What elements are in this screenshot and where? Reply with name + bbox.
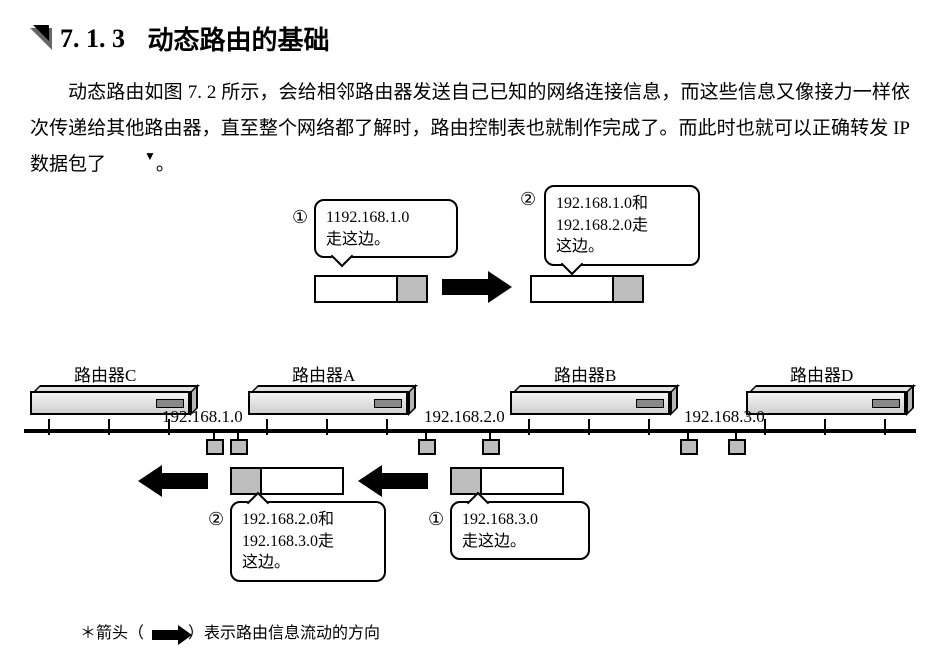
host-node-icon <box>728 439 746 455</box>
section-heading: 7. 1. 3 动态路由的基础 <box>30 20 910 57</box>
router-d-icon <box>746 391 906 421</box>
packet-icon-bot-right <box>450 467 564 495</box>
packet-icon-bot-left <box>230 467 344 495</box>
footnote-prefix: ＊箭头（ <box>80 625 144 642</box>
heading-marker-icon <box>30 28 52 50</box>
arrow-left-icon <box>158 473 208 489</box>
packet-icon-top-left <box>314 275 428 303</box>
host-node-icon <box>206 439 224 455</box>
packet-icon-top-right <box>530 275 644 303</box>
step-number-1-bot: ① <box>428 509 444 530</box>
arrow-right-icon <box>442 279 492 295</box>
arrow-right-icon <box>152 630 180 640</box>
paragraph-text: 动态路由如图 7. 2 所示，会给相邻路由器发送自己已知的网络连接信息，而这些信… <box>30 82 910 175</box>
balloon-bot-left-text: 192.168.2.0和 192.168.3.0走 这边。 <box>242 511 334 571</box>
balloon-bot-left: 192.168.2.0和 192.168.3.0走 这边。 <box>230 501 386 582</box>
balloon-bot-right-text: 192.168.3.0 走这边。 <box>462 511 538 550</box>
router-label-c: 路由器C <box>74 361 136 386</box>
router-label-b: 路由器B <box>554 361 616 386</box>
router-label-d: 路由器D <box>790 361 853 386</box>
step-number-1-top: ① <box>292 207 308 228</box>
balloon-top-right-text: 192.168.1.0和 192.168.2.0走 这边。 <box>556 195 648 255</box>
step-number-2-bot: ② <box>208 509 224 530</box>
balloon-top-left: 1192.168.1.0 走这边。 <box>314 199 458 258</box>
host-node-icon <box>230 439 248 455</box>
balloon-bot-right: 192.168.3.0 走这边。 <box>450 501 590 560</box>
heading-title: 动态路由的基础 <box>148 20 330 57</box>
footnote-mark-icon: ▼ <box>106 145 156 168</box>
balloon-top-left-text: 1192.168.1.0 走这边。 <box>326 209 409 248</box>
router-b-icon <box>510 391 670 421</box>
host-node-icon <box>482 439 500 455</box>
heading-number: 7. 1. 3 <box>60 24 125 54</box>
backbone-line <box>24 429 916 433</box>
arrow-left-icon <box>378 473 428 489</box>
step-number-2-top: ② <box>520 189 536 210</box>
routing-diagram: ① 1192.168.1.0 走这边。 ② 192.168.1.0和 192.1… <box>30 193 910 613</box>
footnote-suffix: ）表示路由信息流动的方向 <box>188 625 380 642</box>
router-a-icon <box>248 391 408 421</box>
net-label-3: 192.168.3.0 <box>684 407 765 427</box>
body-paragraph: 动态路由如图 7. 2 所示，会给相邻路由器发送自己已知的网络连接信息，而这些信… <box>30 75 910 183</box>
host-node-icon <box>418 439 436 455</box>
net-label-1: 192.168.1.0 <box>162 407 243 427</box>
router-label-a: 路由器A <box>292 361 355 386</box>
balloon-top-right: 192.168.1.0和 192.168.2.0走 这边。 <box>544 185 700 266</box>
diagram-footnote: ＊箭头（ ）表示路由信息流动的方向 <box>80 619 910 643</box>
host-node-icon <box>680 439 698 455</box>
net-label-2: 192.168.2.0 <box>424 407 505 427</box>
